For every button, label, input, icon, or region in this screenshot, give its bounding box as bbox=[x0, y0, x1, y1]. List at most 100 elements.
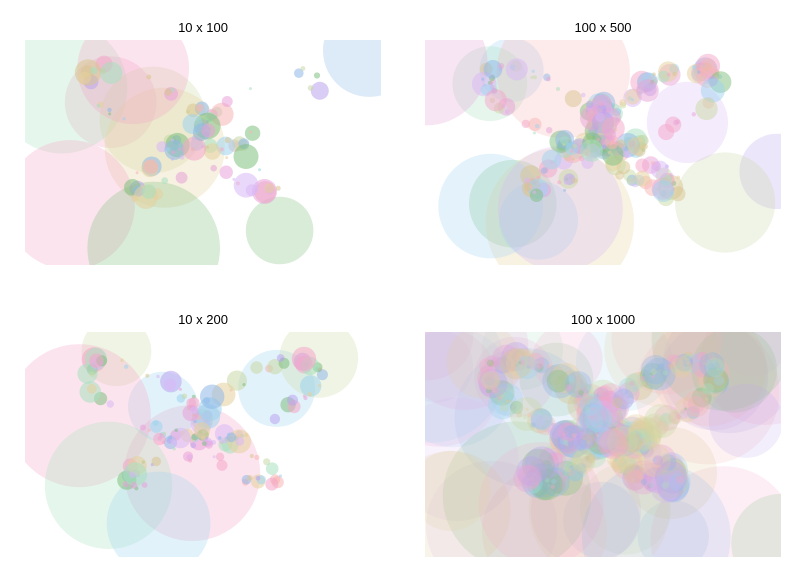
bubble bbox=[629, 421, 655, 446]
bubble bbox=[578, 409, 604, 435]
bubble bbox=[86, 383, 97, 394]
bubble bbox=[529, 475, 535, 481]
bubble bbox=[652, 72, 656, 76]
bubble bbox=[219, 147, 224, 152]
bubble bbox=[196, 104, 204, 112]
bubble bbox=[595, 415, 603, 423]
bubble-large bbox=[245, 196, 314, 265]
bubble bbox=[515, 355, 539, 380]
bubble bbox=[212, 455, 216, 459]
bubble bbox=[691, 112, 696, 117]
bubble bbox=[625, 372, 654, 401]
bubble bbox=[608, 408, 613, 412]
bubble bbox=[597, 409, 602, 414]
bubble bbox=[583, 422, 611, 450]
bubble bbox=[264, 183, 275, 194]
bubble bbox=[632, 386, 637, 391]
bubble bbox=[683, 406, 690, 413]
bubble bbox=[592, 403, 623, 434]
bubble bbox=[587, 400, 593, 407]
bubble bbox=[655, 420, 669, 434]
bubble bbox=[577, 398, 601, 423]
bubble bbox=[711, 360, 716, 365]
bubble-large bbox=[650, 466, 781, 557]
bubble bbox=[602, 430, 614, 442]
bubble bbox=[163, 378, 177, 391]
bubble bbox=[650, 368, 657, 375]
bubble bbox=[701, 393, 712, 404]
bubble bbox=[619, 99, 627, 107]
bubble bbox=[652, 455, 663, 466]
bubble bbox=[509, 397, 544, 431]
bubble bbox=[713, 361, 717, 365]
bubble bbox=[171, 150, 176, 155]
bubble bbox=[562, 143, 566, 147]
bubble bbox=[711, 379, 716, 383]
bubble bbox=[527, 477, 531, 482]
bubble bbox=[89, 371, 95, 377]
bubble bbox=[628, 431, 644, 446]
bubble bbox=[696, 352, 706, 361]
bubble bbox=[530, 408, 552, 430]
bubble bbox=[576, 395, 611, 431]
bubble bbox=[141, 184, 157, 199]
bubble bbox=[527, 408, 553, 434]
bubble bbox=[595, 407, 617, 428]
bubble bbox=[175, 171, 188, 184]
bubble bbox=[703, 358, 707, 362]
bubble bbox=[303, 395, 308, 401]
bubble bbox=[632, 441, 639, 448]
bubble bbox=[557, 422, 578, 443]
bubble-large bbox=[425, 451, 491, 531]
bubble bbox=[605, 438, 611, 444]
bubble bbox=[553, 429, 572, 448]
bubble bbox=[716, 374, 720, 378]
bubble bbox=[242, 383, 246, 387]
bubble bbox=[601, 422, 635, 456]
bubble-large bbox=[81, 332, 152, 387]
bubble bbox=[626, 460, 661, 495]
bubble bbox=[530, 414, 545, 428]
bubble bbox=[247, 475, 253, 481]
bubble bbox=[559, 439, 564, 443]
bubble bbox=[673, 119, 679, 126]
bubble bbox=[622, 465, 648, 491]
bubble bbox=[99, 361, 103, 366]
bubble bbox=[595, 400, 601, 406]
bubble bbox=[696, 361, 703, 367]
bubble bbox=[553, 435, 568, 450]
bubble bbox=[640, 379, 648, 388]
bubble bbox=[601, 420, 608, 427]
bubble bbox=[225, 156, 229, 160]
bubble bbox=[609, 395, 615, 400]
bubble bbox=[651, 477, 677, 502]
bubble bbox=[671, 417, 676, 422]
bubble bbox=[516, 411, 523, 418]
bubble bbox=[620, 447, 624, 452]
bubble bbox=[713, 377, 726, 391]
bubble bbox=[647, 482, 653, 489]
bubble bbox=[600, 442, 604, 447]
bubble bbox=[580, 411, 609, 440]
bubble bbox=[542, 364, 577, 399]
bubble bbox=[575, 426, 605, 456]
bubble bbox=[495, 393, 505, 403]
bubble bbox=[587, 407, 603, 423]
bubble bbox=[563, 457, 587, 482]
bubble bbox=[141, 482, 148, 488]
bubble bbox=[564, 181, 568, 185]
bubble bbox=[624, 440, 648, 464]
bubble-large bbox=[675, 152, 776, 253]
bubble bbox=[200, 384, 225, 409]
bubble bbox=[606, 428, 636, 458]
bubble bbox=[215, 452, 225, 461]
bubble bbox=[611, 416, 616, 422]
bubble bbox=[656, 460, 668, 471]
bubble bbox=[624, 391, 628, 395]
bubble bbox=[605, 400, 627, 422]
bubble bbox=[635, 158, 650, 173]
bubble bbox=[484, 375, 495, 386]
bubble bbox=[487, 382, 491, 386]
bubble bbox=[492, 389, 496, 393]
bubble bbox=[614, 437, 628, 451]
